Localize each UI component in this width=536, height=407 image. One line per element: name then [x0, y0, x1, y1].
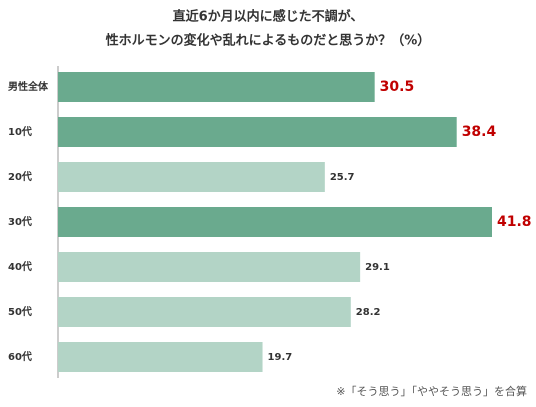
bar [58, 207, 492, 237]
value-label: 19.7 [268, 352, 293, 363]
y-tick-label: 20代 [8, 170, 32, 183]
value-label: 30.5 [380, 79, 415, 95]
chart-title: 直近6か月以内に感じた不調が、 [173, 9, 364, 25]
bar [58, 117, 457, 147]
bar [58, 252, 361, 282]
y-tick-label: 男性全体 [8, 80, 49, 93]
value-label: 25.7 [330, 172, 355, 183]
chart-title: 性ホルモンの変化や乱れによるものだと思うか？（%） [106, 33, 431, 49]
value-label: 38.4 [462, 124, 497, 140]
value-label: 28.2 [356, 307, 381, 318]
y-tick-label: 60代 [8, 350, 32, 363]
bar [58, 342, 263, 372]
bar [58, 297, 351, 327]
bar [58, 162, 325, 192]
y-tick-label: 50代 [8, 305, 32, 318]
y-tick-label: 40代 [8, 260, 32, 273]
y-tick-label: 30代 [8, 215, 32, 228]
footnote: ※「そう思う」「ややそう思う」を合算 [336, 384, 527, 398]
value-label: 29.1 [365, 262, 390, 273]
value-label: 41.8 [497, 214, 532, 230]
y-tick-label: 10代 [8, 125, 32, 138]
bar [58, 72, 375, 102]
